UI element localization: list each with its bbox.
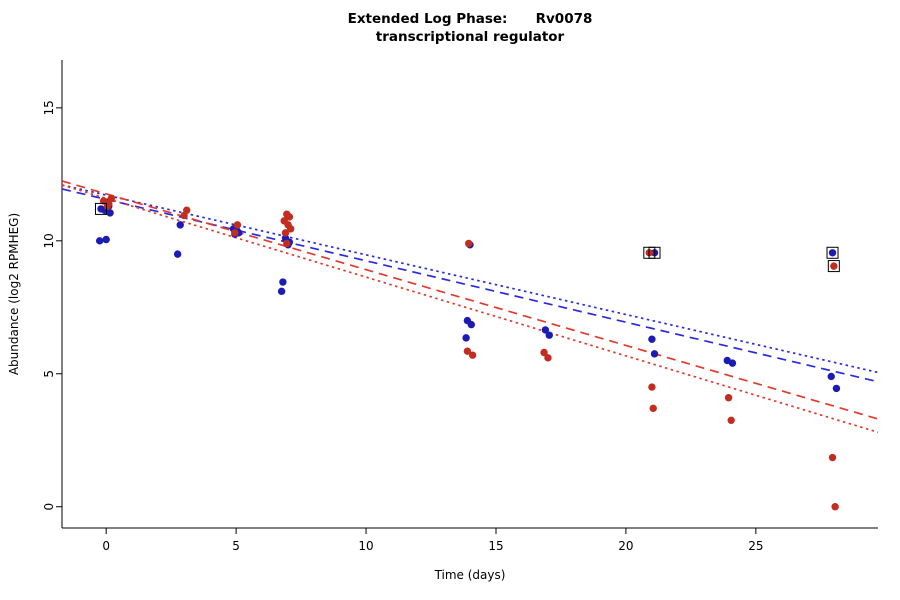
point-red-replicate <box>281 229 290 237</box>
point-red-replicate <box>727 416 735 425</box>
point-red-replicate <box>540 348 548 357</box>
y-tick-label: 5 <box>42 370 56 378</box>
point-blue-replicate <box>106 209 114 217</box>
chart-title-block: Extended Log Phase: Rv0078 transcription… <box>62 10 878 46</box>
y-tick-label: 15 <box>42 100 56 115</box>
point-red-replicate <box>830 262 838 270</box>
point-red-replicate <box>233 221 242 229</box>
point-red-replicate <box>180 211 188 220</box>
point-blue-replicate <box>176 221 184 229</box>
point-blue-replicate <box>545 331 553 339</box>
point-red-replicate <box>283 239 291 248</box>
chart-subtitle: transcriptional regulator <box>375 29 565 45</box>
point-red-replicate <box>463 347 472 355</box>
point-blue-replicate <box>650 350 659 358</box>
point-blue-replicate <box>827 372 835 381</box>
point-red-replicate <box>465 239 473 248</box>
point-red-replicate <box>103 202 112 210</box>
x-tick-label: 20 <box>618 539 633 553</box>
point-red-replicate <box>231 229 239 237</box>
point-red-replicate <box>544 354 552 362</box>
x-tick-label: 10 <box>358 539 373 553</box>
x-tick-label: 0 <box>102 539 110 553</box>
point-blue-replicate <box>462 334 470 342</box>
point-blue-replicate <box>102 235 110 244</box>
point-red-replicate <box>468 351 477 359</box>
x-axis-label: Time (days) <box>434 568 506 582</box>
point-red-replicate <box>286 225 295 233</box>
point-blue-replicate <box>728 359 737 367</box>
point-blue-replicate <box>173 250 182 258</box>
x-tick-label: 5 <box>232 539 240 553</box>
point-red-replicate <box>828 453 837 462</box>
point-red-replicate <box>285 213 294 221</box>
chart-title: Extended Log Phase: Rv0078 <box>347 11 593 27</box>
point-red-replicate <box>724 394 733 402</box>
point-red-replicate <box>831 503 839 511</box>
y-tick-label: 10 <box>42 233 56 248</box>
point-red-replicate <box>649 404 657 413</box>
flagged-point-marker <box>94 202 107 215</box>
point-blue-replicate <box>648 335 656 343</box>
point-blue-replicate <box>277 287 286 296</box>
x-tick-label: 25 <box>748 539 763 553</box>
trendline-blue-dotted <box>61 184 879 374</box>
y-tick-label: 0 <box>42 503 56 511</box>
point-red-replicate <box>648 383 656 391</box>
trendline-red-dotted <box>61 184 879 434</box>
point-blue-replicate <box>95 237 104 245</box>
flagged-point-marker <box>648 246 661 259</box>
flagged-point-marker <box>827 260 840 273</box>
trendline-red-dashed <box>61 180 879 420</box>
point-blue-replicate <box>828 249 837 257</box>
point-blue-replicate <box>467 320 475 329</box>
point-blue-replicate <box>541 326 550 334</box>
point-blue-replicate <box>832 384 841 393</box>
x-tick-label: 15 <box>488 539 503 553</box>
flagged-point-marker <box>826 246 839 259</box>
point-blue-replicate <box>279 278 287 286</box>
